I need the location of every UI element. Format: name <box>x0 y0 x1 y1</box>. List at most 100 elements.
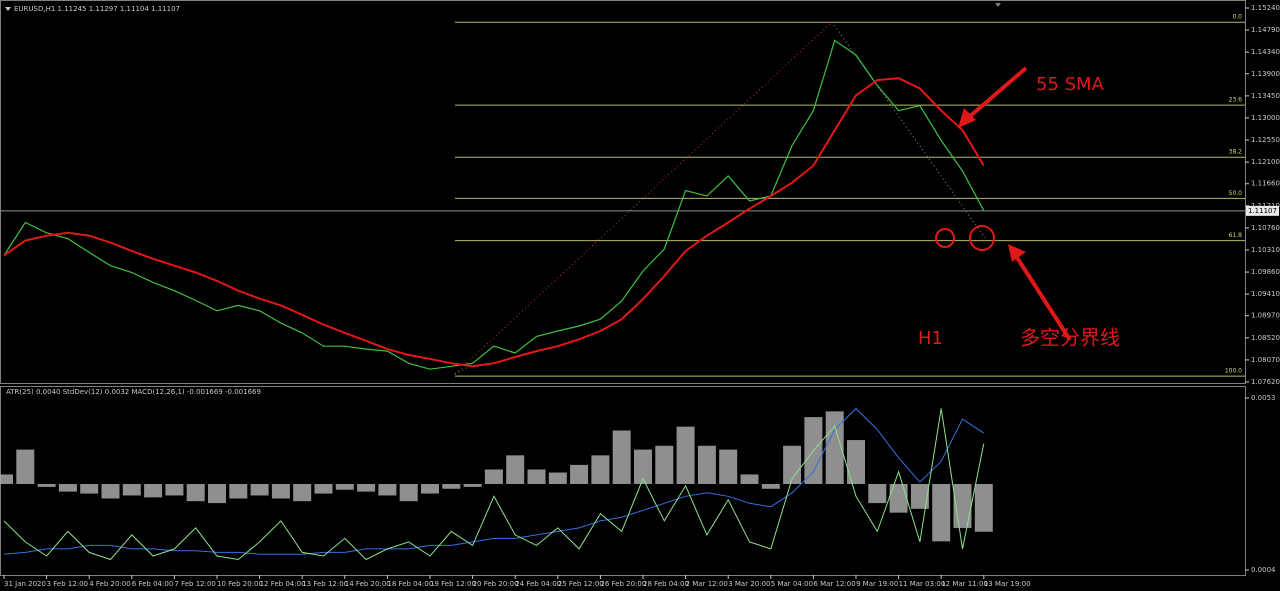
y-tick-label: 1.12550 <box>1251 136 1280 144</box>
histogram-bar <box>719 449 738 484</box>
indicator-line <box>3 407 985 555</box>
main-frame <box>0 0 1246 384</box>
x-tick-label: 4 Feb 20:00 <box>89 580 130 588</box>
sma-line <box>3 77 985 368</box>
y-tick-label: 1.15240 <box>1251 4 1280 12</box>
y-tick-label: 0.0053 <box>1251 394 1276 402</box>
histogram-bar <box>144 484 163 498</box>
x-tick-label: 11 Mar 03:00 <box>899 580 946 588</box>
trend-line <box>454 365 471 375</box>
histogram-bar <box>229 484 248 499</box>
x-tick-label: 18 Feb 04:00 <box>387 580 433 588</box>
y-tick-label: 0.0004 <box>1251 566 1276 574</box>
arrow <box>1014 254 1072 342</box>
x-tick-label: 28 Feb 04:00 <box>643 580 689 588</box>
histogram-bar <box>16 449 35 484</box>
histogram-bar <box>889 484 908 513</box>
x-tick-label: 13 Mar 19:00 <box>984 580 1031 588</box>
histogram-bar <box>399 484 418 502</box>
x-tick-label: 20 Feb 20:00 <box>473 580 519 588</box>
histogram-bar <box>186 484 205 502</box>
histogram-bar <box>271 484 290 499</box>
price-line <box>3 39 985 370</box>
histogram-bar <box>527 469 546 484</box>
histogram-bar <box>910 484 929 509</box>
x-tick-label: 6 Mar 12:00 <box>813 580 855 588</box>
histogram-bar <box>37 484 56 487</box>
fib-label: 100.0 <box>1225 368 1242 375</box>
x-tick-label: 31 Jan 2020 <box>4 580 46 588</box>
histogram-bar <box>442 484 461 489</box>
annotation: H1 <box>918 328 943 349</box>
arrowhead <box>1008 244 1026 262</box>
x-tick-label: 5 Mar 04:00 <box>771 580 813 588</box>
fib-label: 23.6 <box>1229 97 1243 104</box>
histogram-bar <box>974 484 993 532</box>
annotation: 多空分界线 <box>1020 326 1120 350</box>
x-tick-label: 3 Feb 12:00 <box>47 580 88 588</box>
y-tick-label: 1.14790 <box>1251 26 1280 34</box>
y-tick-label: 1.10310 <box>1251 246 1280 254</box>
histogram-bar <box>825 411 844 484</box>
indicator-line <box>3 408 985 561</box>
last-price-box <box>1246 205 1279 216</box>
y-tick-label: 1.09860 <box>1251 268 1280 276</box>
arrow <box>966 66 1028 120</box>
histogram-bar <box>676 426 695 484</box>
x-tick-label: 25 Feb 12:00 <box>558 580 604 588</box>
y-tick-label: 1.14340 <box>1251 48 1280 56</box>
histogram-bar <box>250 484 269 496</box>
fib-label: 38.2 <box>1229 149 1243 156</box>
fib-label: 50.0 <box>1229 190 1243 197</box>
y-tick-label: 1.08970 <box>1251 312 1280 320</box>
menu-triangle[interactable] <box>5 7 11 11</box>
histogram-bar <box>548 472 567 484</box>
x-tick-label: 10 Feb 20:00 <box>217 580 263 588</box>
y-tick-label: 1.11660 <box>1251 180 1280 188</box>
histogram-bar <box>591 455 610 484</box>
x-tick-label: 9 Mar 19:00 <box>856 580 898 588</box>
histogram-bar <box>122 484 141 496</box>
histogram-bar <box>697 445 716 484</box>
histogram-bar <box>932 484 951 542</box>
last-price-label: 1.11107 <box>1248 207 1277 215</box>
histogram-bar <box>634 449 652 484</box>
histogram-bar <box>80 484 99 494</box>
histogram-bar <box>484 469 503 484</box>
y-tick-label: 1.13450 <box>1251 92 1280 100</box>
fib-label: 61.8 <box>1229 232 1243 239</box>
histogram-bar <box>655 445 674 484</box>
y-tick-label: 1.08520 <box>1251 334 1280 342</box>
y-tick-label: 1.13900 <box>1251 70 1280 78</box>
y-tick-label: 1.09410 <box>1251 290 1280 298</box>
histogram-bar <box>357 484 376 492</box>
x-tick-label: 19 Feb 12:00 <box>430 580 476 588</box>
x-tick-label: 3 Mar 20:00 <box>728 580 770 588</box>
histogram-bar <box>783 445 802 484</box>
x-tick-label: 13 Feb 12:00 <box>302 580 348 588</box>
histogram-bar <box>335 484 354 490</box>
histogram-bar <box>570 464 589 484</box>
histogram-bar <box>293 484 312 502</box>
histogram-bar <box>506 455 525 484</box>
x-tick-label: 24 Feb 04:00 <box>515 580 561 588</box>
histogram-bar <box>378 484 397 496</box>
x-tick-label: 12 Mar 11:00 <box>941 580 988 588</box>
y-tick-label: 1.12100 <box>1251 158 1280 166</box>
histogram-bar <box>463 484 482 487</box>
y-tick-label: 1.10760 <box>1251 224 1280 232</box>
fib-label: 0.0 <box>1232 14 1242 21</box>
chart-title: EURUSD,H1 1.11245 1.11297 1.11104 1.1110… <box>14 5 180 13</box>
histogram-bar <box>101 484 120 499</box>
histogram-bar <box>0 474 13 484</box>
histogram-bar <box>761 484 780 489</box>
indicator-title: ATR(25) 0.0040 StdDev(12) 0.0032 MACD(12… <box>6 388 261 396</box>
x-tick-label: 12 Feb 04:00 <box>260 580 306 588</box>
annotation: 55 SMA <box>1036 74 1105 95</box>
histogram-bar <box>868 484 887 504</box>
histogram-bar <box>847 440 865 484</box>
x-tick-label: 26 Feb 20:00 <box>600 580 646 588</box>
y-tick-label: 1.07620 <box>1251 378 1280 386</box>
histogram-bar <box>314 484 333 494</box>
